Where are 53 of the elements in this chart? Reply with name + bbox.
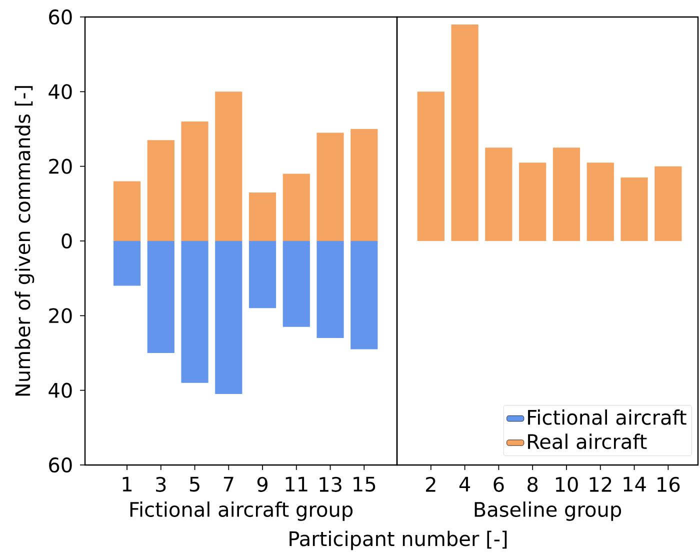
bar [113,240,141,286]
bar [350,240,378,350]
x-tick-label: 10 [556,476,578,492]
y-tick-label: 60 [49,457,72,473]
x-axis-title: Baseline group [474,502,622,521]
bar [417,92,444,241]
bar [181,122,208,241]
y-axis-title: Number of given commands [-] [14,86,34,396]
y-tick-label: 40 [48,84,72,100]
y-tick-label: 60 [49,9,72,25]
x-tick-label: 6 [494,476,504,492]
x-tick-label: 14 [624,476,646,492]
y-tick-label: 20 [49,308,72,324]
bar [519,162,546,241]
bar [181,240,208,383]
bar [113,181,141,241]
text: Participant number [-] [290,530,507,550]
y-tick-label: 0 [62,233,72,249]
x-tick-label: 1 [122,476,132,492]
x-tick-label: 9 [257,476,268,492]
x-axis-title: Fictional aircraft group [130,502,353,521]
y-tick-label: 40 [48,382,72,398]
y-tick-label: 20 [49,158,72,174]
bar [316,132,344,241]
bar [654,166,682,241]
x-tick-label: 11 [286,476,308,492]
x-tick-label: 13 [320,476,342,492]
x-tick-label: 3 [156,476,166,492]
bar [485,148,512,241]
bar [248,240,276,308]
bar [215,240,242,394]
bar [282,240,310,327]
bar [215,92,242,241]
x-tick-label: 5 [190,476,200,492]
x-tick-label: 16 [658,476,680,492]
bar [552,148,580,241]
x-tick-label: 7 [224,476,234,492]
bar [451,24,478,241]
legend-label: Fictional aircraft [528,409,686,425]
x-tick-label: 2 [426,476,436,492]
bar [248,192,276,241]
bar [620,178,648,241]
bar [350,128,378,241]
bar [316,240,344,338]
bar [282,174,310,241]
x-tick-label: 8 [528,476,538,492]
bar [147,140,174,241]
x-tick-label: 15 [354,476,376,492]
legend-label: Real aircraft [528,434,647,450]
x-tick-label: 4 [459,476,470,492]
bar [586,162,614,241]
bar [147,240,174,353]
x-tick-label: 12 [590,476,612,492]
